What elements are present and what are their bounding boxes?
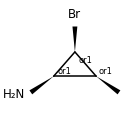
Text: Br: Br: [68, 8, 81, 21]
Text: H₂N: H₂N: [2, 88, 25, 100]
Polygon shape: [96, 77, 120, 95]
Text: or1: or1: [79, 56, 93, 64]
Text: or1: or1: [99, 66, 112, 75]
Text: or1: or1: [57, 66, 71, 75]
Polygon shape: [72, 27, 77, 52]
Polygon shape: [29, 77, 54, 95]
